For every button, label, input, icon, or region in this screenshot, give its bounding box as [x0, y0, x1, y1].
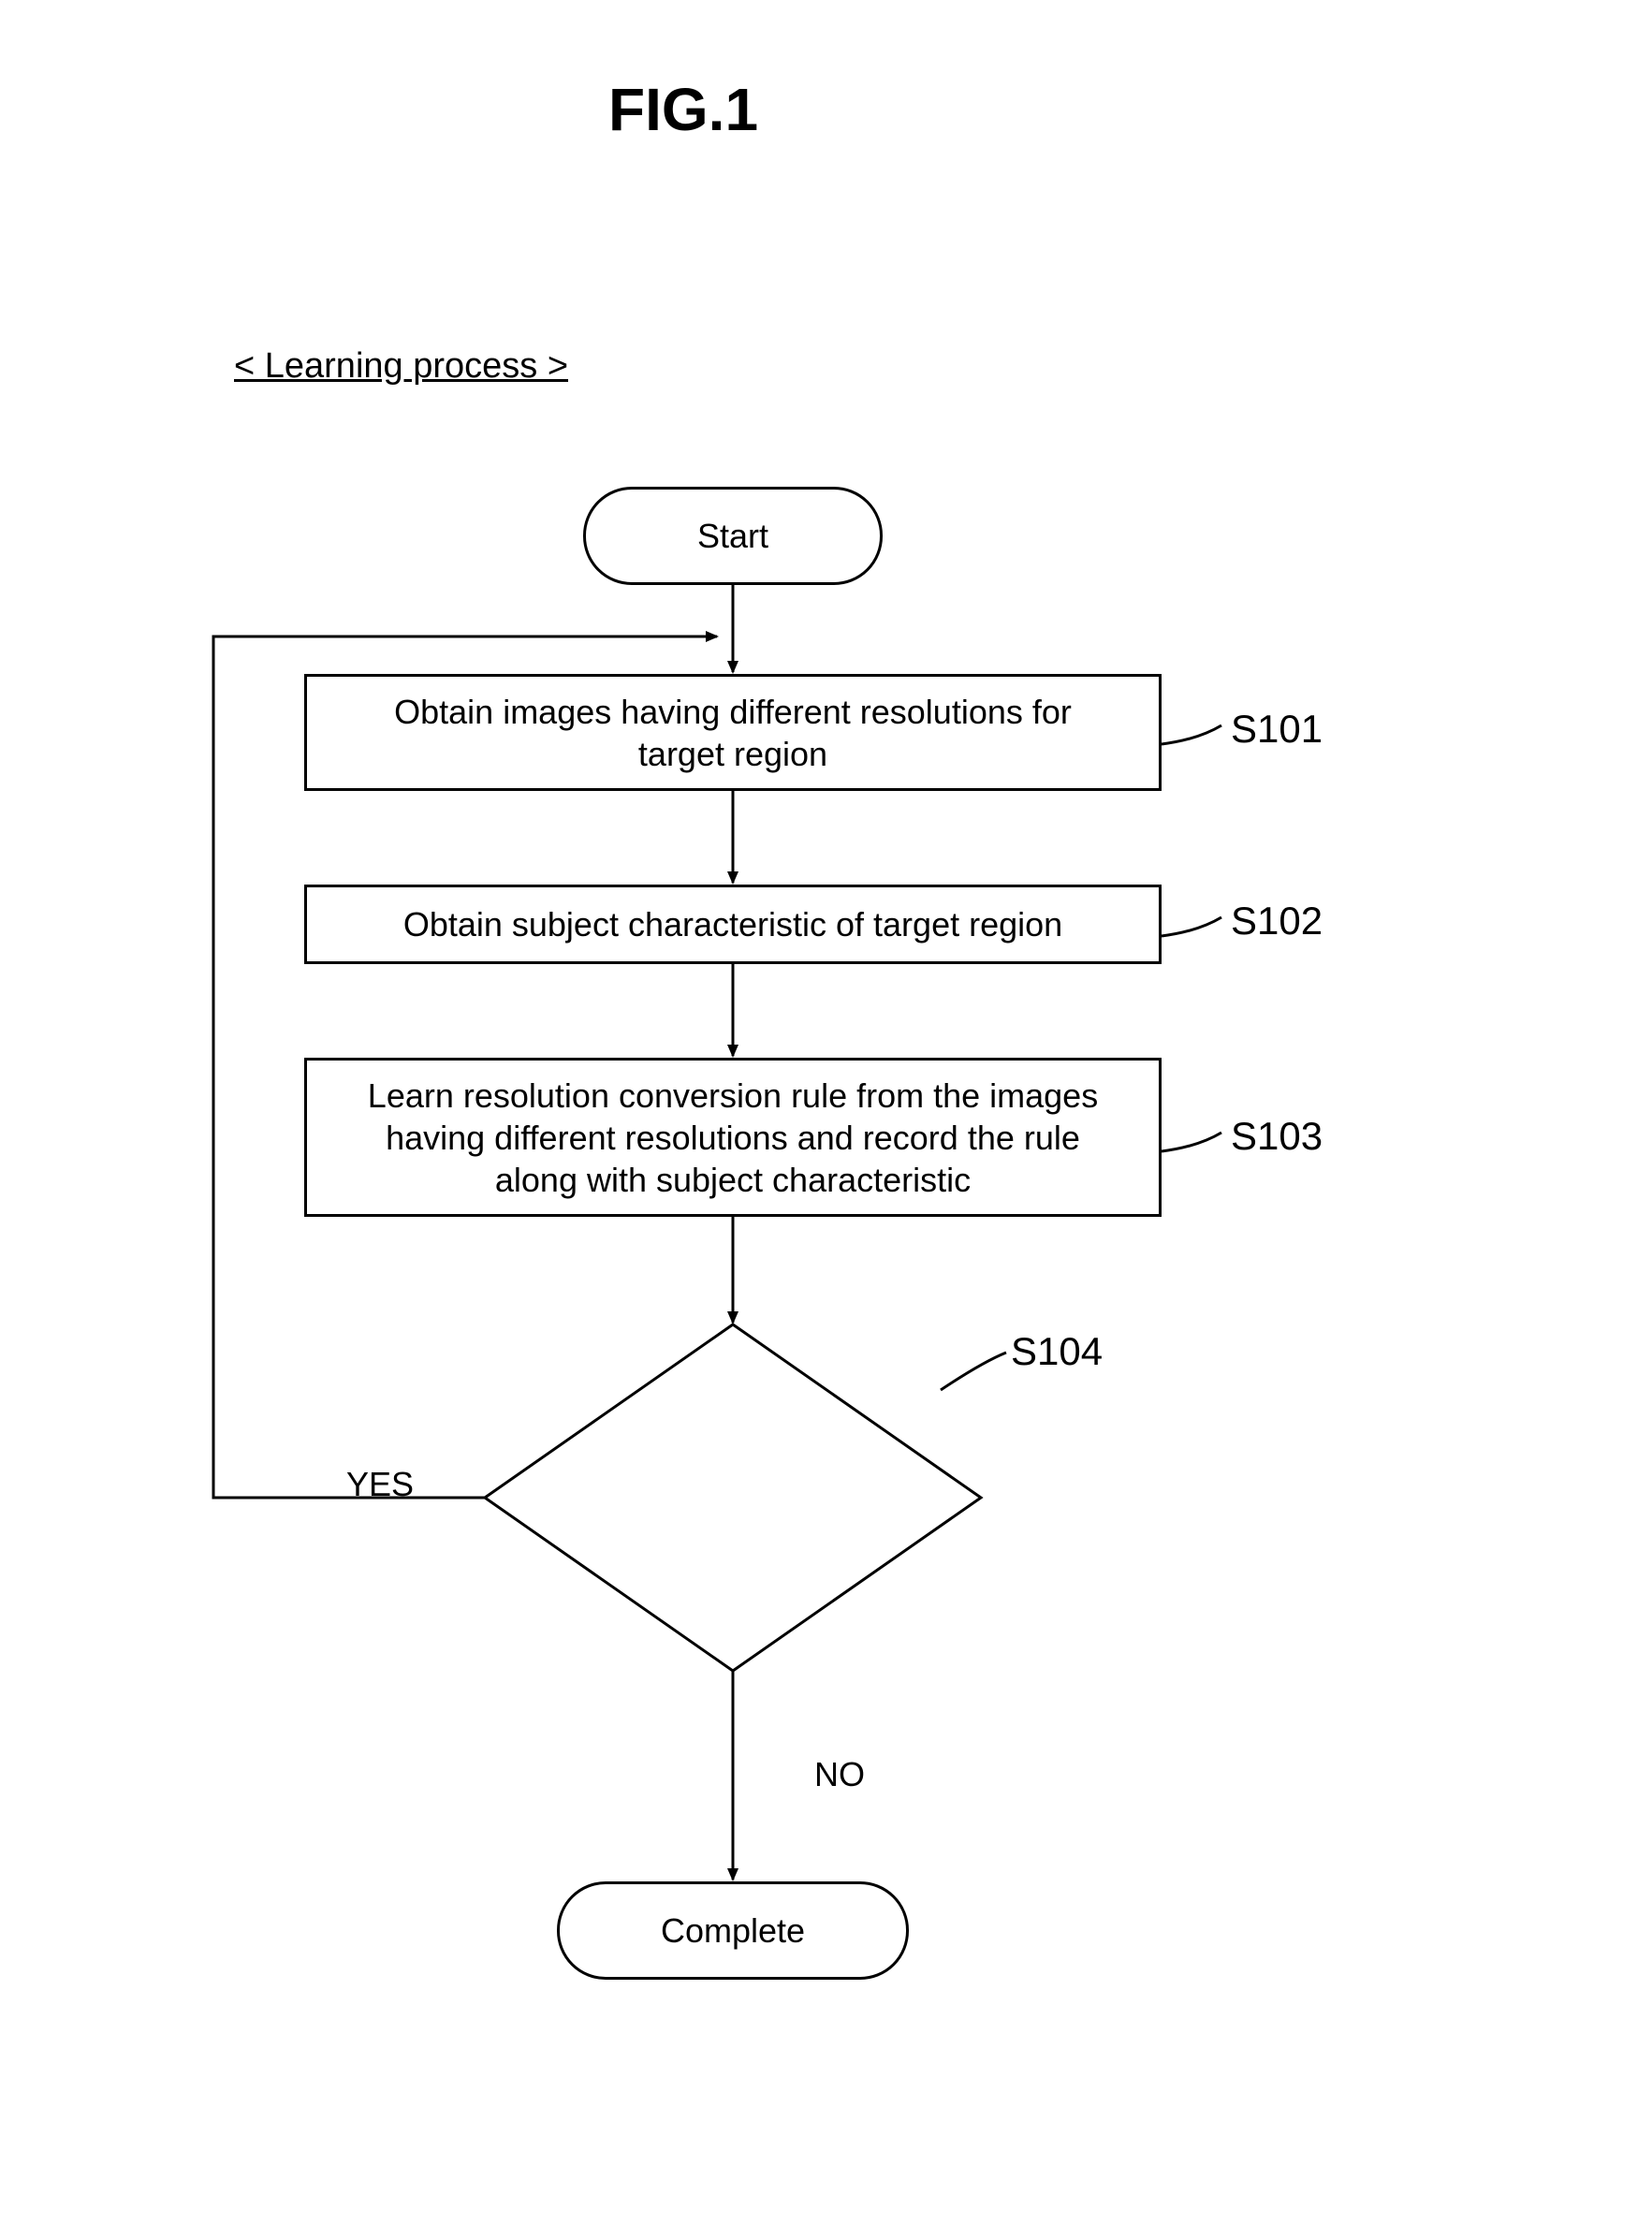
start-label: Start: [697, 517, 768, 556]
edge-label-yes: YES: [346, 1465, 414, 1504]
process-s101: Obtain images having different resolutio…: [304, 674, 1162, 791]
leader-s103: [1162, 1133, 1221, 1151]
step-label-s101: S101: [1231, 707, 1323, 752]
step-label-s104: S104: [1011, 1329, 1103, 1374]
start-node: Start: [583, 487, 883, 585]
edge-label-no: NO: [814, 1755, 865, 1794]
process-s103-text: Learn resolution conversion rule from th…: [368, 1075, 1098, 1201]
leader-s104: [941, 1353, 1006, 1390]
step-label-s103: S103: [1231, 1114, 1323, 1159]
process-s103: Learn resolution conversion rule from th…: [304, 1058, 1162, 1217]
decision-s104: Learning for another target region?: [578, 1456, 887, 1540]
step-label-s102: S102: [1231, 899, 1323, 944]
process-s102: Obtain subject characteristic of target …: [304, 885, 1162, 964]
complete-label: Complete: [661, 1911, 805, 1951]
process-s101-text: Obtain images having different resolutio…: [394, 691, 1072, 775]
section-title: < Learning process >: [234, 346, 568, 387]
process-s102-text: Obtain subject characteristic of target …: [403, 905, 1062, 944]
leader-s102: [1162, 917, 1221, 936]
figure-title: FIG.1: [608, 75, 758, 144]
complete-node: Complete: [557, 1881, 909, 1980]
flowchart-page: FIG.1 < Learning process > Start Obtain …: [0, 0, 1652, 2224]
leader-s101: [1162, 725, 1221, 744]
